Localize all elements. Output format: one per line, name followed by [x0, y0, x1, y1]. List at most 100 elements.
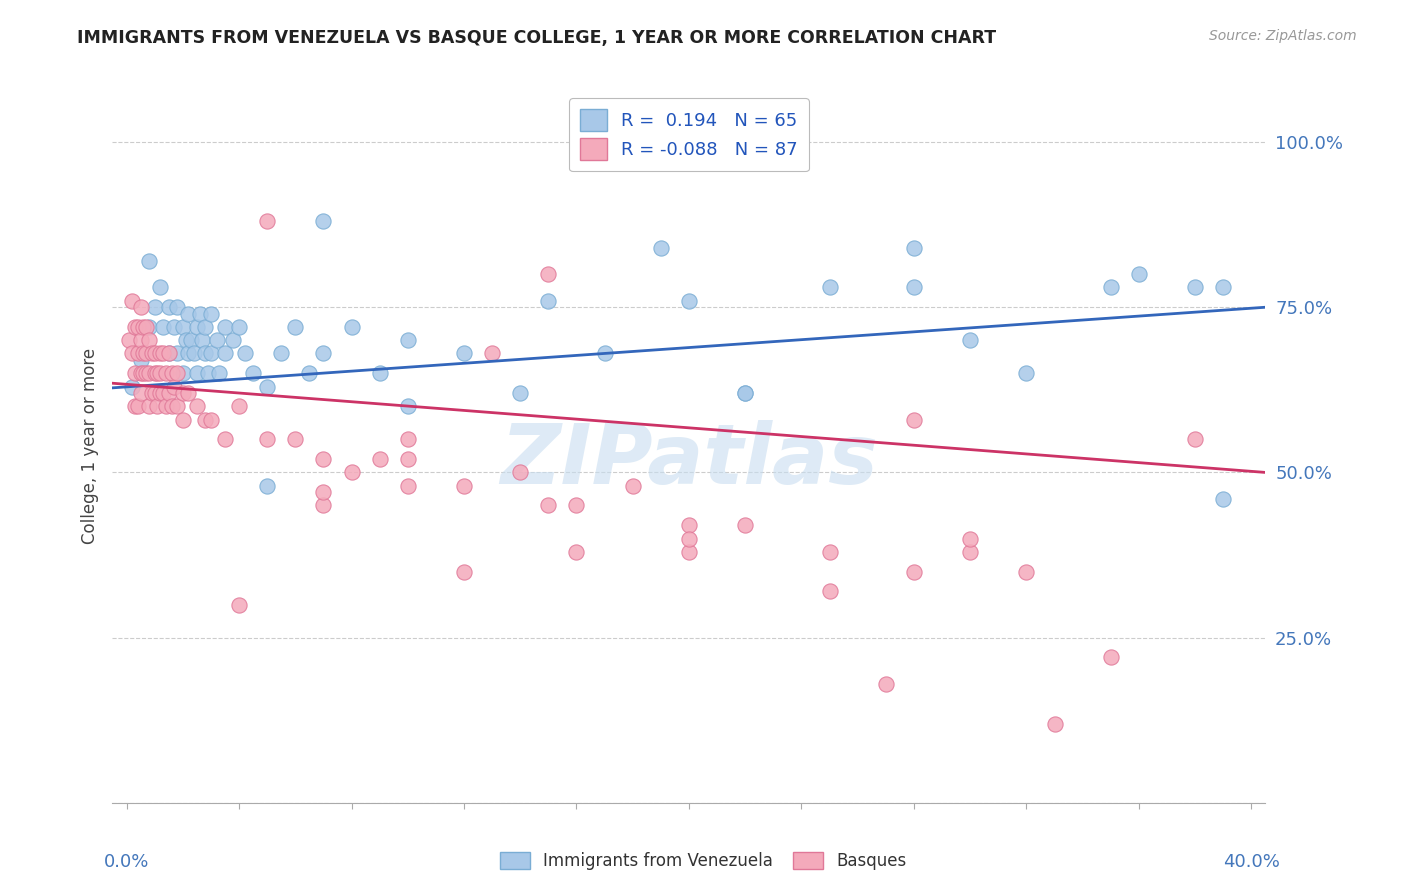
Point	[141, 386, 163, 401]
Point	[132, 346, 155, 360]
Point	[160, 367, 183, 381]
Point	[186, 320, 208, 334]
Point	[129, 353, 152, 368]
Text: 0.0%: 0.0%	[104, 853, 149, 871]
Point	[177, 307, 200, 321]
Point	[129, 367, 152, 381]
Point	[155, 400, 177, 414]
Point	[270, 346, 292, 360]
Point	[152, 346, 174, 360]
Point	[194, 412, 217, 426]
Point	[396, 433, 419, 447]
Point	[121, 379, 143, 393]
Point	[200, 307, 222, 321]
Point	[200, 412, 222, 426]
Point	[312, 452, 335, 467]
Point	[312, 485, 335, 500]
Point	[214, 433, 236, 447]
Point	[132, 367, 155, 381]
Point	[172, 412, 194, 426]
Point	[228, 400, 250, 414]
Point	[1099, 280, 1122, 294]
Point	[180, 333, 202, 347]
Point	[1212, 280, 1234, 294]
Point	[340, 320, 363, 334]
Point	[172, 320, 194, 334]
Point	[256, 478, 278, 492]
Point	[1184, 433, 1206, 447]
Point	[678, 532, 700, 546]
Point	[1128, 267, 1150, 281]
Point	[146, 400, 169, 414]
Point	[256, 214, 278, 228]
Point	[396, 478, 419, 492]
Point	[138, 320, 160, 334]
Point	[242, 367, 264, 381]
Point	[368, 452, 391, 467]
Point	[537, 293, 560, 308]
Point	[200, 346, 222, 360]
Point	[312, 499, 335, 513]
Point	[124, 367, 146, 381]
Point	[135, 346, 157, 360]
Point	[214, 320, 236, 334]
Point	[284, 433, 307, 447]
Point	[453, 346, 475, 360]
Point	[174, 333, 197, 347]
Point	[138, 254, 160, 268]
Point	[593, 346, 616, 360]
Point	[1099, 650, 1122, 665]
Point	[157, 346, 180, 360]
Point	[509, 466, 531, 480]
Point	[194, 320, 217, 334]
Point	[141, 346, 163, 360]
Point	[149, 346, 172, 360]
Point	[340, 466, 363, 480]
Point	[121, 346, 143, 360]
Point	[146, 367, 169, 381]
Point	[903, 241, 925, 255]
Point	[205, 333, 228, 347]
Point	[734, 386, 756, 401]
Point	[177, 346, 200, 360]
Point	[166, 300, 188, 314]
Point	[135, 367, 157, 381]
Point	[1043, 716, 1066, 731]
Point	[191, 333, 214, 347]
Point	[509, 386, 531, 401]
Point	[453, 565, 475, 579]
Point	[1212, 491, 1234, 506]
Point	[172, 386, 194, 401]
Point	[129, 300, 152, 314]
Point	[135, 320, 157, 334]
Point	[396, 400, 419, 414]
Point	[143, 346, 166, 360]
Point	[959, 545, 981, 559]
Point	[138, 400, 160, 414]
Point	[166, 346, 188, 360]
Point	[228, 320, 250, 334]
Point	[818, 584, 841, 599]
Point	[163, 379, 186, 393]
Point	[124, 320, 146, 334]
Point	[143, 386, 166, 401]
Point	[166, 367, 188, 381]
Text: 40.0%: 40.0%	[1223, 853, 1279, 871]
Point	[149, 386, 172, 401]
Point	[197, 367, 219, 381]
Point	[228, 598, 250, 612]
Point	[166, 400, 188, 414]
Point	[163, 320, 186, 334]
Point	[959, 333, 981, 347]
Point	[157, 386, 180, 401]
Point	[118, 333, 141, 347]
Point	[678, 293, 700, 308]
Point	[875, 677, 897, 691]
Point	[298, 367, 321, 381]
Point	[143, 300, 166, 314]
Point	[565, 545, 588, 559]
Point	[312, 346, 335, 360]
Point	[127, 346, 149, 360]
Point	[194, 346, 217, 360]
Point	[222, 333, 245, 347]
